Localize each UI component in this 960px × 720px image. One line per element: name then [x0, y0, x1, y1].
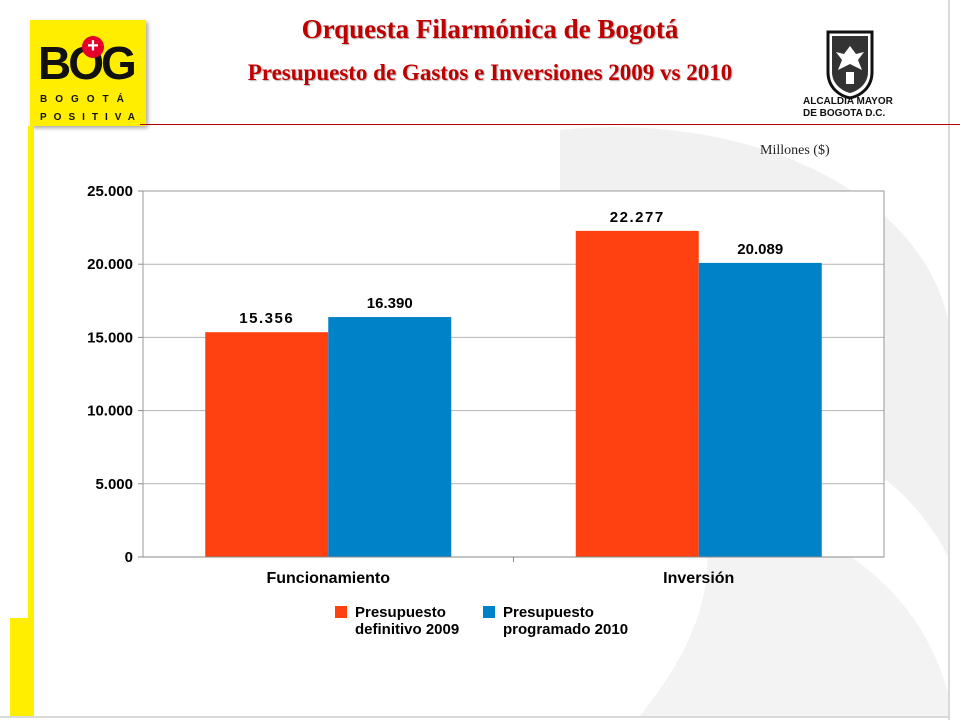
bar-2010 [698, 262, 822, 557]
yellow-side-block [10, 618, 34, 716]
y-tick-label: 15.000 [87, 329, 133, 346]
legend-swatch-2010 [483, 606, 495, 618]
bogota-positiva-logo: BOG + BOGOTÁ POSITIVA [30, 20, 146, 126]
data-label: 15.356 [239, 310, 294, 327]
logo-line1: BOGOTÁ [40, 94, 132, 105]
legend-label-2010: Presupuesto programado 2010 [503, 604, 629, 638]
y-tick-label: 5.000 [95, 476, 133, 493]
logo-line2: POSITIVA [40, 112, 142, 123]
alcaldia-coat-of-arms-icon [826, 30, 874, 100]
y-tick-label: 10.000 [87, 403, 133, 420]
legend-label-2009: Presupuesto definitivo 2009 [355, 604, 460, 638]
bar-2009 [205, 332, 329, 557]
y-tick-label: 25.000 [87, 183, 133, 200]
alcaldia-label: ALCALDIA MAYOR DE BOGOTA D.C. [803, 96, 893, 120]
page-subtitle: Presupuesto de Gastos e Inversiones 2009… [247, 60, 733, 85]
data-label: 20.089 [737, 241, 783, 258]
alcaldia-line2: DE BOGOTA D.C. [803, 108, 886, 119]
x-tick-label: Inversión [663, 570, 734, 587]
header-divider-line [140, 124, 960, 125]
frame-bottom-edge [0, 716, 950, 718]
frame-right-edge [948, 0, 950, 720]
alcaldia-line1: ALCALDIA MAYOR [803, 96, 893, 107]
legend-swatch-2009 [335, 606, 347, 618]
x-tick-label: Funcionamiento [266, 570, 390, 587]
y-tick-label: 20.000 [87, 256, 133, 273]
bar-2009 [575, 230, 699, 557]
data-label: 22.277 [610, 209, 665, 226]
units-label: Millones ($) [760, 143, 830, 158]
y-tick-label: 0 [125, 549, 133, 566]
yellow-side-bar [28, 126, 34, 716]
page-title: Orquesta Filarmónica de Bogotá [301, 14, 679, 44]
data-label: 16.390 [367, 295, 413, 312]
bar-2010 [328, 317, 452, 557]
logo-plus-icon: + [82, 36, 104, 58]
